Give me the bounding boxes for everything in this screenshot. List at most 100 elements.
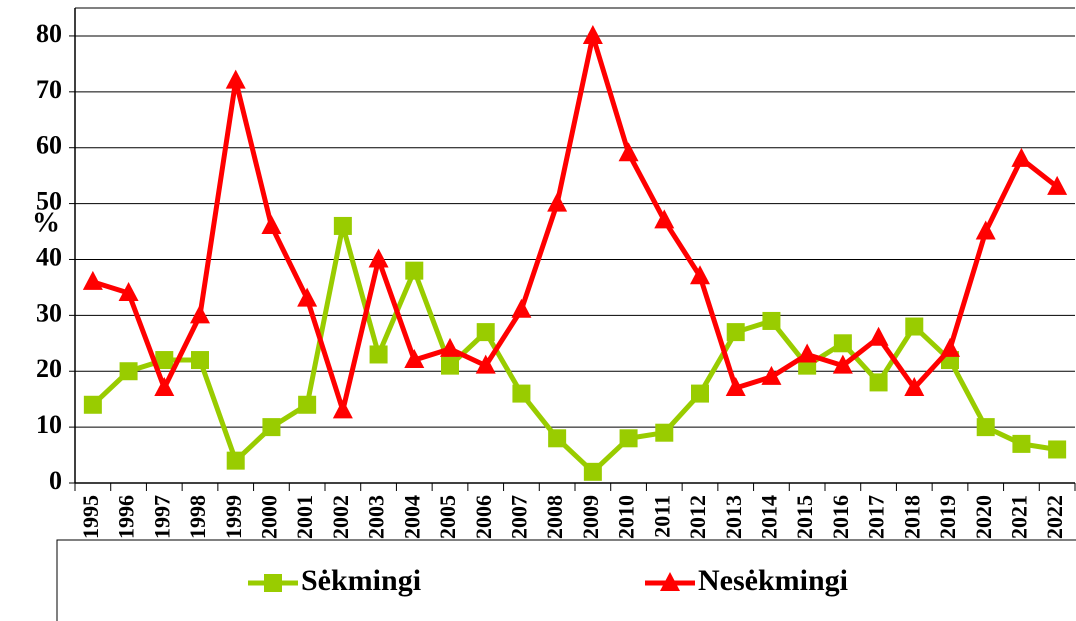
marker — [226, 451, 245, 470]
marker — [155, 351, 174, 370]
marker — [262, 418, 281, 437]
marker — [548, 429, 567, 448]
marker — [761, 365, 782, 385]
x-tick-label: 2014 — [756, 495, 781, 539]
y-tick-label: 0 — [49, 466, 62, 495]
x-tick-label: 2022 — [1042, 495, 1067, 539]
marker — [654, 209, 675, 229]
marker — [868, 326, 889, 346]
marker — [191, 351, 209, 370]
marker — [154, 377, 175, 396]
marker — [441, 356, 459, 375]
x-tick-label: 2007 — [506, 495, 531, 539]
y-tick-label: 40 — [36, 242, 62, 271]
marker — [333, 216, 352, 235]
legend-label: Sėkmingi — [301, 564, 421, 597]
marker — [975, 220, 996, 240]
marker — [512, 384, 531, 403]
series-line — [91, 223, 1058, 475]
marker — [1047, 175, 1068, 195]
x-tick-label: 2005 — [435, 495, 460, 539]
legend-item: Sėkmingi — [248, 564, 421, 597]
x-tick-label: 2009 — [578, 495, 603, 539]
marker — [976, 418, 995, 437]
marker — [118, 282, 139, 301]
marker — [547, 192, 568, 212]
legend-label: Nesėkmingi — [698, 564, 848, 597]
marker — [261, 214, 282, 234]
marker — [404, 349, 425, 369]
marker — [655, 423, 674, 442]
x-tick-label: 2008 — [542, 495, 567, 539]
y-tick-label: 30 — [36, 298, 62, 327]
y-tick-label: 20 — [36, 354, 62, 383]
marker — [660, 572, 680, 591]
marker — [511, 298, 532, 318]
x-tick-label: 2000 — [256, 495, 281, 539]
marker — [475, 354, 496, 374]
marker — [832, 354, 853, 374]
x-tick-label: 2011 — [649, 495, 674, 538]
marker — [368, 248, 389, 268]
y-tick-label: 80 — [36, 19, 62, 48]
marker — [940, 337, 960, 357]
marker — [190, 304, 210, 324]
marker — [264, 574, 282, 592]
marker — [440, 337, 460, 357]
marker — [119, 362, 138, 381]
marker — [225, 69, 246, 89]
marker — [905, 317, 924, 336]
marker — [1048, 440, 1067, 459]
marker — [582, 24, 603, 44]
y-tick-label: 50 — [36, 187, 62, 216]
x-tick-label: 2021 — [1006, 495, 1031, 539]
marker — [297, 287, 318, 307]
marker — [298, 395, 317, 414]
x-tick-label: 2017 — [864, 495, 889, 539]
x-tick-label: 1997 — [149, 495, 174, 539]
x-tick-label: 2010 — [614, 495, 639, 539]
y-tick-label: 10 — [36, 410, 62, 439]
marker — [725, 377, 746, 396]
marker — [619, 429, 638, 448]
x-tick-label: 2016 — [828, 495, 853, 539]
marker — [82, 270, 103, 290]
marker — [691, 384, 709, 403]
marker — [690, 265, 710, 285]
x-tick-label: 2018 — [899, 495, 924, 539]
marker — [1012, 434, 1031, 453]
x-tick-label: 2020 — [971, 495, 996, 539]
x-tick-label: 1998 — [185, 495, 210, 539]
x-tick-label: 2012 — [685, 495, 710, 539]
marker — [369, 345, 388, 364]
marker — [583, 462, 602, 481]
marker — [476, 323, 495, 342]
marker — [332, 399, 353, 419]
x-tick-label: 2006 — [471, 495, 496, 539]
marker — [904, 377, 925, 396]
legend-item: Nesėkmingi — [645, 564, 848, 597]
y-axis-label: % — [32, 207, 60, 238]
x-tick-label: 2003 — [364, 495, 389, 539]
legend-box — [56, 539, 1076, 621]
x-tick-label: 2015 — [792, 495, 817, 539]
x-tick-label: 2002 — [328, 495, 353, 539]
x-tick-label: 2001 — [292, 495, 317, 539]
marker — [1011, 147, 1032, 167]
marker — [618, 142, 639, 162]
series-line — [92, 33, 1059, 413]
x-tick-label: 1995 — [78, 495, 103, 539]
x-tick-label: 1996 — [114, 495, 139, 539]
marker — [726, 323, 745, 342]
y-tick-label: 60 — [36, 131, 62, 160]
marker — [797, 343, 818, 363]
x-tick-label: 1999 — [221, 495, 246, 539]
marker — [833, 334, 852, 353]
marker — [405, 261, 424, 280]
x-tick-label: 2004 — [399, 495, 424, 539]
marker — [869, 373, 888, 392]
y-tick-label: 70 — [36, 75, 62, 104]
marker — [762, 311, 781, 330]
x-tick-label: 2013 — [721, 495, 746, 539]
